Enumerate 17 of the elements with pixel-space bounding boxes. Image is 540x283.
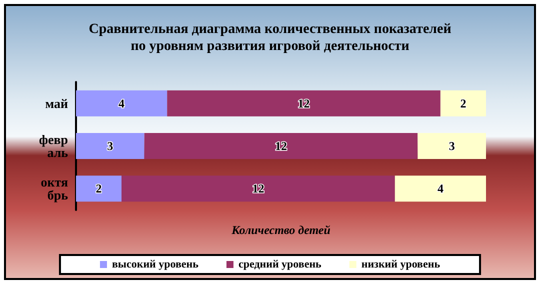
data-label: 12 <box>275 139 287 153</box>
chart-title: Сравнительная диаграмма количественных показателей по уровням развития игровой деятельности <box>88 22 452 54</box>
data-label: 12 <box>252 182 264 196</box>
x-axis-title: Количество детей <box>230 223 331 237</box>
y-tick-label: февраль <box>38 132 68 160</box>
legend-label: низкий уровень <box>361 258 440 270</box>
data-label: 12 <box>298 96 310 110</box>
y-tick-label: май <box>45 96 68 111</box>
legend-label: высокий уровень <box>112 258 199 270</box>
y-tick-label: октябрь <box>40 174 68 203</box>
data-label: 4 <box>437 182 444 196</box>
data-label: 2 <box>460 96 466 110</box>
data-label: 3 <box>107 139 114 153</box>
data-label: 3 <box>448 139 455 153</box>
data-label: 2 <box>96 182 102 196</box>
data-label: 4 <box>118 96 125 110</box>
legend-label: средний уровень <box>238 258 322 270</box>
